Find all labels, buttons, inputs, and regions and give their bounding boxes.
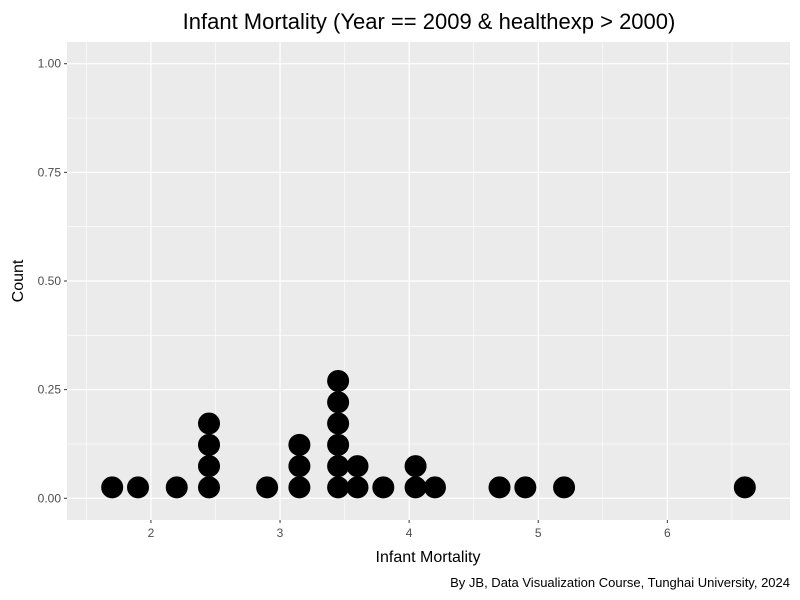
- x-tick-label: 5: [535, 526, 542, 540]
- data-points: [101, 369, 756, 499]
- y-tick-label: 0.75: [38, 165, 62, 179]
- data-point: [404, 476, 427, 499]
- y-tick-label: 0.25: [38, 383, 62, 397]
- y-axis-ticks: 0.00 0.25 0.50 0.75 1.00: [38, 57, 67, 505]
- data-point: [327, 391, 350, 414]
- data-point: [346, 455, 369, 478]
- data-point: [404, 455, 427, 478]
- data-point: [198, 455, 221, 478]
- data-point: [101, 476, 124, 499]
- major-gridlines: [67, 42, 790, 520]
- data-point: [372, 476, 395, 499]
- data-point: [165, 476, 188, 499]
- data-point: [488, 476, 511, 499]
- y-tick-label: 0.50: [38, 274, 62, 288]
- data-point: [514, 476, 537, 499]
- chart-caption: By JB, Data Visualization Course, Tungha…: [450, 575, 790, 590]
- data-point: [346, 476, 369, 499]
- data-point: [198, 433, 221, 456]
- x-axis-ticks: 2 3 4 5 6: [148, 520, 671, 540]
- data-point: [423, 476, 446, 499]
- data-point: [288, 433, 311, 456]
- x-tick-label: 6: [664, 526, 671, 540]
- data-point: [288, 455, 311, 478]
- data-point: [327, 433, 350, 456]
- data-point: [553, 476, 576, 499]
- data-point: [198, 412, 221, 435]
- x-axis-title: Infant Mortality: [376, 549, 481, 566]
- data-point: [327, 455, 350, 478]
- data-point: [198, 476, 221, 499]
- x-tick-label: 4: [406, 526, 413, 540]
- data-point: [327, 412, 350, 435]
- x-tick-label: 2: [148, 526, 155, 540]
- y-tick-label: 0.00: [38, 491, 62, 505]
- y-axis-title: Count: [10, 259, 27, 302]
- data-point: [327, 476, 350, 499]
- data-point: [256, 476, 279, 499]
- data-point: [288, 476, 311, 499]
- data-point: [327, 369, 350, 392]
- chart-title: Infant Mortality (Year == 2009 & healthe…: [183, 9, 676, 34]
- data-point: [127, 476, 150, 499]
- y-tick-label: 1.00: [38, 57, 62, 71]
- x-tick-label: 3: [277, 526, 284, 540]
- data-point: [733, 476, 756, 499]
